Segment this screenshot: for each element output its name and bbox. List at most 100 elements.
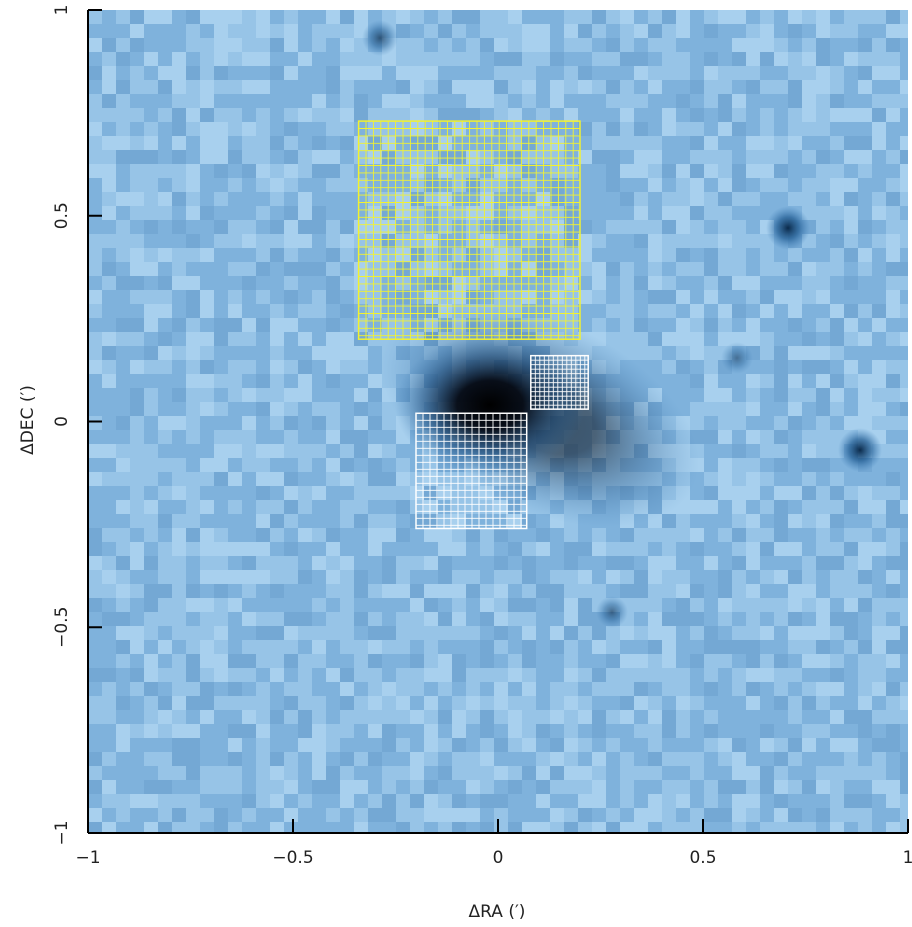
image-pixel [522, 38, 536, 52]
image-pixel [746, 66, 760, 80]
image-pixel [186, 318, 200, 332]
image-pixel [368, 682, 382, 696]
image-pixel [550, 626, 564, 640]
image-pixel [284, 514, 298, 528]
image-pixel [508, 780, 522, 794]
image-pixel [102, 556, 116, 570]
image-pixel [830, 794, 844, 808]
image-pixel [102, 402, 116, 416]
image-pixel [746, 738, 760, 752]
image-pixel [900, 528, 912, 542]
image-pixel [424, 472, 438, 486]
image-pixel [900, 542, 912, 556]
image-pixel [410, 542, 424, 556]
image-pixel [144, 374, 158, 388]
image-pixel [872, 360, 886, 374]
image-pixel [102, 696, 116, 710]
image-pixel [130, 290, 144, 304]
image-pixel [368, 612, 382, 626]
image-pixel [410, 724, 424, 738]
image-pixel [886, 640, 900, 654]
image-pixel [284, 248, 298, 262]
image-pixel [732, 234, 746, 248]
image-pixel [144, 94, 158, 108]
image-pixel [452, 122, 466, 136]
image-pixel [578, 752, 592, 766]
image-pixel [564, 724, 578, 738]
image-pixel [242, 598, 256, 612]
image-pixel [718, 626, 732, 640]
image-pixel [676, 612, 690, 626]
image-pixel [704, 444, 718, 458]
image-pixel [382, 668, 396, 682]
image-pixel [732, 780, 746, 794]
image-pixel [326, 556, 340, 570]
image-pixel [718, 122, 732, 136]
image-pixel [746, 416, 760, 430]
image-pixel [830, 122, 844, 136]
image-pixel [144, 122, 158, 136]
image-pixel [802, 724, 816, 738]
image-pixel [172, 458, 186, 472]
image-pixel [564, 766, 578, 780]
image-pixel [284, 710, 298, 724]
image-pixel [690, 612, 704, 626]
image-pixel [886, 234, 900, 248]
image-pixel [130, 38, 144, 52]
image-pixel [452, 696, 466, 710]
image-pixel [676, 276, 690, 290]
image-pixel [872, 122, 886, 136]
image-pixel [704, 108, 718, 122]
image-pixel [312, 52, 326, 66]
image-pixel [382, 808, 396, 822]
image-pixel [592, 766, 606, 780]
image-pixel [228, 66, 242, 80]
image-pixel [130, 10, 144, 24]
image-pixel [270, 514, 284, 528]
image-pixel [592, 738, 606, 752]
image-pixel [424, 10, 438, 24]
image-pixel [410, 514, 424, 528]
image-pixel [830, 640, 844, 654]
image-pixel [116, 640, 130, 654]
image-pixel [592, 542, 606, 556]
image-pixel [424, 94, 438, 108]
image-pixel [592, 682, 606, 696]
image-pixel [494, 514, 508, 528]
image-pixel [732, 122, 746, 136]
image-pixel [816, 808, 830, 822]
image-pixel [550, 122, 564, 136]
image-pixel [592, 206, 606, 220]
image-pixel [704, 80, 718, 94]
image-pixel [844, 10, 858, 24]
image-pixel [382, 640, 396, 654]
image-pixel [298, 332, 312, 346]
image-pixel [746, 430, 760, 444]
image-pixel [102, 514, 116, 528]
image-pixel [326, 276, 340, 290]
image-pixel [228, 164, 242, 178]
image-pixel [676, 710, 690, 724]
image-pixel [88, 766, 102, 780]
image-pixel [228, 430, 242, 444]
image-pixel [438, 514, 452, 528]
image-pixel [242, 556, 256, 570]
image-pixel [760, 80, 774, 94]
image-pixel [158, 94, 172, 108]
image-pixel [662, 234, 676, 248]
image-pixel [186, 612, 200, 626]
image-pixel [676, 682, 690, 696]
image-pixel [900, 486, 912, 500]
image-pixel [368, 696, 382, 710]
image-pixel [130, 164, 144, 178]
image-pixel [452, 66, 466, 80]
image-pixel [844, 248, 858, 262]
image-pixel [508, 724, 522, 738]
image-pixel [172, 318, 186, 332]
image-pixel [634, 276, 648, 290]
image-pixel [284, 542, 298, 556]
image-pixel [480, 724, 494, 738]
image-pixel [718, 682, 732, 696]
image-pixel [298, 416, 312, 430]
image-pixel [872, 108, 886, 122]
